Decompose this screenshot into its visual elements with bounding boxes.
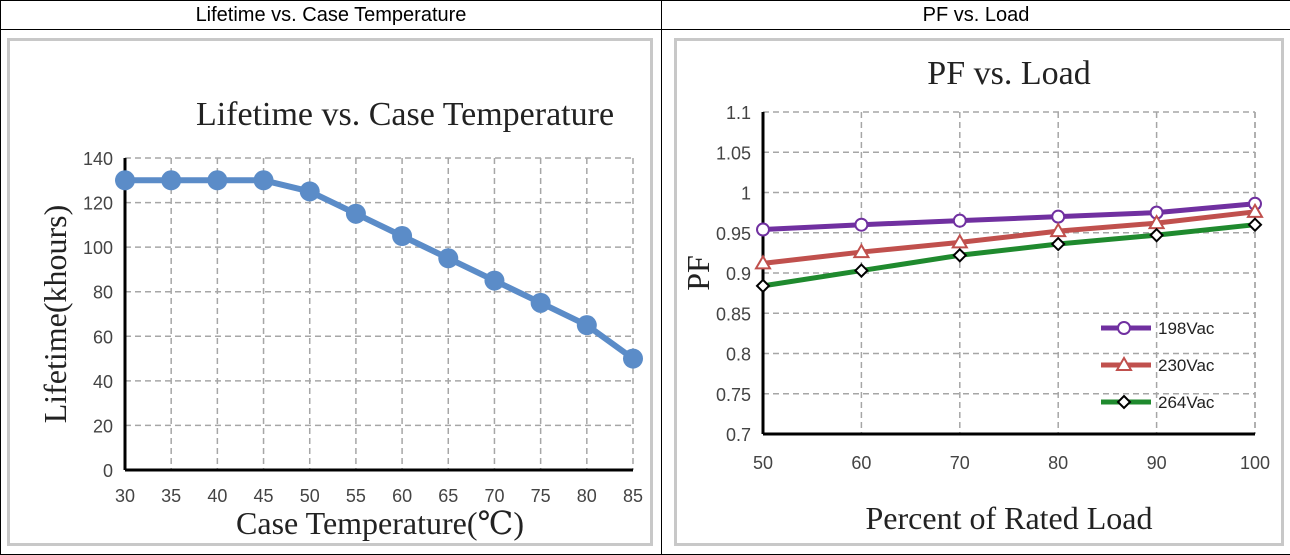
y-axis-label: PF: [680, 255, 716, 291]
data-point-198Vac: [1051, 209, 1066, 224]
data-point-264Vac: [952, 247, 968, 263]
y-tick-label: 20: [93, 416, 113, 436]
y-axis-label: Lifetime(khours): [37, 205, 73, 424]
data-point-230Vac: [754, 254, 772, 270]
lifetime-data-point: [484, 270, 505, 291]
y-tick-label: 1.05: [716, 143, 751, 163]
x-tick-label: 60: [392, 486, 412, 506]
y-tick-label: 1: [741, 184, 751, 204]
lifetime-data-point: [576, 315, 597, 336]
x-tick-label: 85: [623, 486, 643, 506]
y-tick-label: 0.9: [726, 264, 751, 284]
data-point-264Vac: [1247, 217, 1263, 233]
x-tick-label: 90: [1147, 453, 1167, 473]
lifetime-data-point: [530, 292, 551, 313]
data-point-198Vac: [854, 217, 869, 232]
x-tick-label: 60: [851, 453, 871, 473]
lifetime-chart-panel: Lifetime vs. Case Temperature 0 20 40 60 80 10…: [7, 38, 653, 546]
legend-marker-230Vac: [1115, 356, 1133, 371]
x-axis-label: Percent of Rated Load: [866, 500, 1153, 536]
y-tick-label: 100: [83, 238, 113, 258]
y-tick-label: 80: [93, 283, 113, 303]
y-tick-label: 60: [93, 327, 113, 347]
legend-marker-264Vac: [1116, 394, 1132, 410]
lifetime-chart: Lifetime vs. Case Temperature 0 20 40 60 80 10…: [37, 96, 643, 541]
legend-label-198Vac: 198Vac: [1158, 319, 1215, 338]
chart-title: PF vs. Load: [927, 55, 1090, 92]
y-tick-label: 40: [93, 372, 113, 392]
data-point-264Vac: [1149, 227, 1165, 243]
lifetime-data-point: [161, 170, 182, 191]
lifetime-data-point: [345, 203, 366, 224]
lifetime-data-point: [392, 226, 413, 246]
data-point-230Vac: [951, 233, 969, 249]
y-tick-label: 0: [103, 461, 113, 481]
x-tick-label: 70: [950, 453, 970, 473]
lifetime-data-point: [438, 248, 459, 269]
legend-label-264Vac: 264Vac: [1158, 393, 1215, 412]
right-header: PF vs. Load: [661, 0, 1290, 30]
legend-label-230Vac: 230Vac: [1158, 356, 1215, 375]
y-tick-label: 0.95: [716, 224, 751, 244]
lifetime-data-point: [207, 170, 228, 191]
series-line-264Vac: [762, 222, 1256, 289]
x-tick-label: 30: [115, 486, 135, 506]
left-header: Lifetime vs. Case Temperature: [0, 0, 662, 30]
data-point-264Vac: [1050, 236, 1066, 252]
x-tick-label: 65: [438, 486, 458, 506]
lifetime-series-line: [125, 177, 635, 362]
y-tick-label: 120: [83, 194, 113, 214]
x-tick-label: 80: [1048, 453, 1068, 473]
pf-chart: PF vs. Load 0.7 0.75 0.8 0.85 0.9 0.95 1 1.05 1.1…: [680, 55, 1270, 536]
x-tick-label: 80: [577, 486, 597, 506]
y-tick-label: 140: [83, 149, 113, 169]
data-point-264Vac: [853, 263, 869, 278]
y-tick-label: 0.75: [716, 385, 751, 405]
series-line-230Vac: [762, 209, 1256, 266]
lifetime-data-point: [253, 170, 274, 191]
x-tick-label: 75: [531, 486, 551, 506]
x-tick-label: 45: [254, 486, 274, 506]
data-point-264Vac: [755, 278, 771, 294]
x-tick-label: 70: [484, 486, 504, 506]
lifetime-data-point: [299, 181, 320, 202]
lifetime-data-point: [623, 348, 643, 369]
legend-marker-198Vac: [1117, 321, 1131, 335]
x-tick-label: 40: [207, 486, 227, 506]
x-tick-label: 100: [1240, 453, 1270, 473]
y-tick-label: 0.85: [716, 304, 751, 324]
x-axis-label: Case Temperature(℃): [236, 505, 524, 541]
y-tick-label: 0.7: [726, 425, 751, 445]
data-point-230Vac: [1049, 222, 1067, 238]
y-tick-label: 1.1: [726, 103, 751, 123]
x-tick-label: 35: [161, 486, 181, 506]
data-point-198Vac: [756, 222, 770, 237]
lifetime-data-point: [115, 170, 135, 191]
y-tick-label: 0.8: [726, 345, 751, 365]
left-cell: Lifetime vs. Case Temperature 0 20 40 60 80 10…: [0, 29, 662, 555]
data-point-198Vac: [952, 213, 967, 228]
data-point-230Vac: [852, 243, 871, 259]
x-tick-label: 55: [346, 486, 366, 506]
chart-title: Lifetime vs. Case Temperature: [196, 96, 614, 133]
x-tick-label: 50: [300, 486, 320, 506]
pf-chart-panel: PF vs. Load 0.7 0.75 0.8 0.85 0.9 0.95 1 1.05 1.1…: [674, 38, 1284, 546]
data-point-230Vac: [1246, 202, 1264, 218]
right-cell: PF vs. Load 0.7 0.75 0.8 0.85 0.9 0.95 1 1.05 1.1…: [661, 29, 1290, 555]
series-line-198Vac: [762, 201, 1256, 233]
x-tick-label: 50: [753, 453, 773, 473]
